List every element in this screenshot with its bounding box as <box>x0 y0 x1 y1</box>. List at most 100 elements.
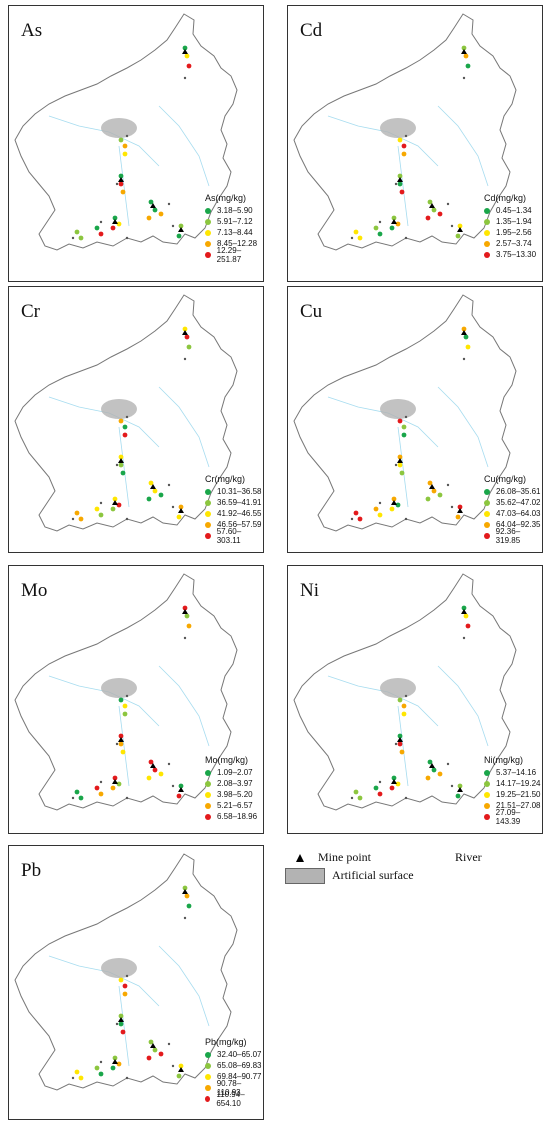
town-marker <box>125 517 129 521</box>
town-marker <box>99 501 103 505</box>
map-pb <box>14 853 238 1091</box>
sample-point <box>377 231 383 237</box>
class-dot-1 <box>205 488 211 495</box>
mine-point-icon <box>178 508 184 513</box>
legend-as: As(mg/kg) 3.18–5.90 5.91–7.12 7.13–8.44 … <box>205 193 263 264</box>
panel-title: Ni <box>300 580 319 601</box>
panel-title: Mo <box>21 580 48 601</box>
sample-point <box>74 229 80 235</box>
legend-row: 7.13–8.44 <box>205 227 263 238</box>
legend-row: 2.57–3.74 <box>484 238 536 249</box>
class-dot-4 <box>205 802 211 809</box>
sample-point <box>112 1055 118 1061</box>
town-marker <box>71 517 75 521</box>
legend-row: 0.45–1.34 <box>484 205 536 216</box>
map-ni <box>293 573 517 811</box>
mine-point-icon <box>178 787 184 792</box>
class-label: 6.58–18.96 <box>217 812 258 821</box>
sample-point <box>78 1075 84 1081</box>
river-line <box>118 985 130 1067</box>
sample-point <box>465 344 471 350</box>
sample-point <box>401 432 407 438</box>
sample-point <box>120 470 126 476</box>
legend-row: 10.31–36.58 <box>205 486 263 497</box>
class-label: 5.91–7.12 <box>217 217 253 226</box>
town-marker <box>183 916 187 920</box>
sample-point <box>397 454 403 460</box>
town-marker <box>171 224 175 228</box>
map-panel-mo: Mo Mo(mg/kg) 1.09–2.07 2.08–3.97 3.98–5.… <box>8 565 264 834</box>
sample-point <box>186 63 192 69</box>
class-label: 69.84–90.77 <box>217 1072 262 1081</box>
legend-row: 32.40–65.07 <box>205 1049 263 1060</box>
sample-point <box>184 893 190 899</box>
class-dot-2 <box>484 218 490 225</box>
sample-point <box>110 506 116 512</box>
sample-point <box>373 785 379 791</box>
class-dot-2 <box>205 499 211 506</box>
sample-point <box>98 1071 104 1077</box>
sample-point <box>116 502 122 508</box>
legend-row: 3.75–13.30 <box>484 249 536 260</box>
town-marker <box>394 742 398 746</box>
mine-point-icon <box>182 49 188 54</box>
legend-title: Cu(mg/kg) <box>484 474 527 484</box>
town-marker <box>394 463 398 467</box>
class-dot-3 <box>484 229 490 236</box>
town-marker <box>183 76 187 80</box>
town-marker <box>446 202 450 206</box>
sample-point <box>122 424 128 430</box>
sample-point <box>122 991 128 997</box>
class-label: 0.45–1.34 <box>496 206 532 215</box>
key-mine-point: Mine point <box>295 850 371 865</box>
river-line <box>118 705 130 787</box>
class-dot-3 <box>205 791 211 798</box>
sample-point <box>465 623 471 629</box>
class-dot-4 <box>484 521 490 528</box>
town-marker <box>71 796 75 800</box>
river-line <box>118 145 130 227</box>
class-label: 14.17–19.24 <box>496 779 541 788</box>
class-label: 26.08–35.61 <box>496 487 541 496</box>
legend-cr: Cr(mg/kg) 10.31–36.58 36.59–41.91 41.92–… <box>205 474 263 545</box>
legend-row: 5.21–6.57 <box>205 800 257 811</box>
class-label: 92.36–319.85 <box>495 526 521 545</box>
sample-point <box>146 775 152 781</box>
class-label: 2.08–3.97 <box>217 779 253 788</box>
legend-row: 21.51–27.08 <box>484 800 542 811</box>
legend-row: 92.36–319.85 <box>484 527 542 545</box>
sample-point <box>377 791 383 797</box>
class-label: 5.21–6.57 <box>217 801 253 810</box>
mine-point-icon <box>429 484 435 489</box>
sample-point <box>399 189 405 195</box>
map-key: Mine point River Artificial surface <box>285 848 540 888</box>
town-marker <box>125 415 129 419</box>
town-marker <box>378 501 382 505</box>
mine-point-icon <box>112 779 118 784</box>
sample-point <box>457 783 463 789</box>
town-marker <box>183 357 187 361</box>
sample-point <box>118 697 124 703</box>
map-mo <box>14 573 238 811</box>
class-dot-4 <box>205 1084 211 1091</box>
sample-point <box>353 789 359 795</box>
class-label: 32.40–65.07 <box>217 1050 262 1059</box>
sample-point <box>152 1047 158 1053</box>
sample-point <box>182 45 188 51</box>
class-label: 1.95–2.56 <box>496 228 532 237</box>
mine-point-icon <box>112 219 118 224</box>
sample-point <box>178 1063 184 1069</box>
sample-point <box>98 231 104 237</box>
sample-point <box>122 151 128 157</box>
legend-cu: Cu(mg/kg) 26.08–35.61 35.62–47.02 47.03–… <box>484 474 542 545</box>
sample-point <box>118 733 124 739</box>
legend-row: 1.35–1.94 <box>484 216 536 227</box>
artificial-surface-area <box>380 678 416 698</box>
legend-row: 64.04–92.35 <box>484 519 542 530</box>
class-dot-4 <box>484 240 490 247</box>
sample-point <box>78 516 84 522</box>
class-label: 19.25–21.50 <box>496 790 541 799</box>
map-as <box>14 13 238 251</box>
class-dot-1 <box>205 1051 211 1058</box>
map-panel-as: As As(mg/kg) 3.18–5.90 5.91–7.12 7.13–8.… <box>8 5 264 282</box>
